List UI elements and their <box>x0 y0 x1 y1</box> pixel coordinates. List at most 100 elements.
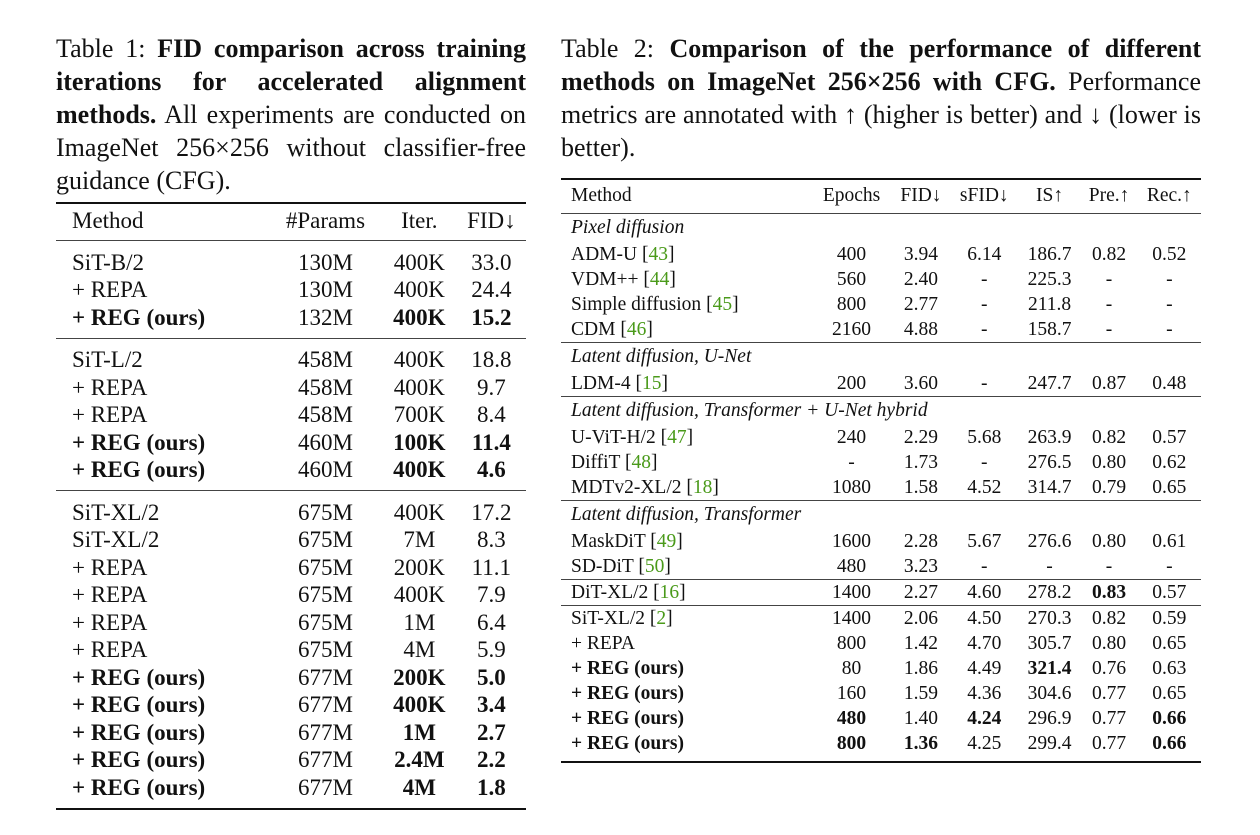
method-cell: + REPA <box>571 632 635 654</box>
params-cell: 460M <box>297 429 353 455</box>
sfid-cell: 4.25 <box>967 732 1002 754</box>
fid-cell: 3.60 <box>903 372 939 394</box>
precision-cell: - <box>1105 293 1113 315</box>
recall-cell: 0.48 <box>1152 372 1187 394</box>
epochs-cell: 560 <box>836 268 867 290</box>
fid-cell: 8.3 <box>476 527 506 553</box>
table-row: Simple diffusion [45] 800 2.77 - 211.8 - - <box>561 292 1201 317</box>
precision-cell: 0.82 <box>1091 426 1127 448</box>
sfid-cell: 4.60 <box>967 581 1002 603</box>
is-cell: 278.2 <box>1027 581 1072 603</box>
params-cell: 675M <box>297 527 353 553</box>
params-cell: 677M <box>297 719 353 745</box>
table-row: SiT-B/2 130M 400K 33.0 <box>56 240 526 277</box>
method-cell: SiT-XL/2 [2] <box>571 607 673 629</box>
table-row: + REPA 675M 200K 11.1 <box>56 554 526 582</box>
fid-cell: 18.8 <box>471 347 512 373</box>
params-cell: 677M <box>297 692 353 718</box>
fid-cell: 4.6 <box>476 457 506 483</box>
fid-cell: 2.28 <box>903 530 939 552</box>
table-row: VDM++ [44] 560 2.40 - 225.3 - - <box>561 267 1201 292</box>
table1-header-cell: Method <box>72 208 144 233</box>
fid-cell: 1.73 <box>903 451 939 473</box>
citation-link: 16 <box>659 581 680 603</box>
iter-cell: 400K <box>393 249 445 275</box>
method-cell: SiT-L/2 <box>72 347 143 373</box>
method-cell: LDM-4 [15] <box>571 372 668 394</box>
method-cell: DiT-XL/2 [16] <box>571 581 686 603</box>
table-row: + REG (ours) 677M 4M 1.8 <box>56 774 526 809</box>
table-row: DiffiT [48] - 1.73 - 276.5 0.80 0.62 <box>561 450 1201 475</box>
table-row: + REG (ours) 460M 100K 11.4 <box>56 429 526 457</box>
method-cell: + REG (ours) <box>72 692 206 718</box>
is-cell: 225.3 <box>1027 268 1072 290</box>
table-row: + REG (ours) 677M 2.4M 2.2 <box>56 747 526 775</box>
params-cell: 675M <box>297 582 353 608</box>
fid-cell: 9.7 <box>476 374 506 400</box>
epochs-cell: 1080 <box>832 476 872 498</box>
fid-cell: 1.36 <box>903 732 939 754</box>
group-header-row: Latent diffusion, U-Net <box>561 342 1201 372</box>
epochs-cell: 800 <box>836 293 867 315</box>
table-row: ADM-U [43] 400 3.94 6.14 186.7 0.82 0.52 <box>561 242 1201 267</box>
citation-link: 46 <box>626 318 647 340</box>
fid-cell: 2.77 <box>903 293 939 315</box>
table2: Method Epochs FID↓ sFID↓ IS↑ Pre.↑ Rec.↑ Pixel… <box>561 178 1201 763</box>
is-cell: 296.9 <box>1027 707 1072 729</box>
params-cell: 130M <box>297 249 353 275</box>
method-cell: SD-DiT [50] <box>571 555 671 577</box>
table-row: + REG (ours) 480 1.40 4.24 296.9 0.77 0.66 <box>561 706 1201 731</box>
is-cell: 270.3 <box>1027 607 1072 629</box>
table1-caption-rest: All experiments are conducted on ImageNe… <box>56 100 526 195</box>
params-cell: 675M <box>297 499 353 525</box>
table1-header-cell: Iter. <box>401 208 438 233</box>
method-cell: + REG (ours) <box>72 429 206 455</box>
params-cell: 460M <box>297 457 353 483</box>
epochs-cell: 160 <box>836 682 867 704</box>
precision-cell: 0.80 <box>1091 530 1127 552</box>
epochs-cell: - <box>848 451 855 473</box>
epochs-cell: 1400 <box>832 581 872 603</box>
is-cell: 263.9 <box>1027 426 1072 448</box>
recall-cell: 0.66 <box>1152 732 1187 754</box>
table2-header-cell: FID↓ <box>900 185 942 206</box>
precision-cell: 0.83 <box>1091 581 1127 603</box>
citation-link: 47 <box>667 426 687 448</box>
citation-link: 2 <box>656 607 667 629</box>
table1-header-row: Method #Params Iter. FID↓ <box>56 203 526 241</box>
method-cell: VDM++ [44] <box>571 268 676 290</box>
table-row: + REPA 675M 1M 6.4 <box>56 609 526 637</box>
is-cell: 158.7 <box>1027 318 1072 340</box>
table-row: + REPA 675M 4M 5.9 <box>56 637 526 665</box>
epochs-cell: 480 <box>836 555 867 577</box>
method-cell: + REG (ours) <box>571 682 684 704</box>
table-row: + REG (ours) 677M 200K 5.0 <box>56 664 526 692</box>
precision-cell: 0.77 <box>1091 682 1127 704</box>
table1: Method #Params Iter. FID↓ SiT-B/2 130M 400K 33… <box>56 202 526 810</box>
iter-cell: 700K <box>393 402 445 428</box>
fid-cell: 2.29 <box>903 426 939 448</box>
method-cell: + REG (ours) <box>72 304 206 330</box>
fid-cell: 2.27 <box>903 581 939 603</box>
is-cell: 304.6 <box>1027 682 1072 704</box>
group-header-row: Latent diffusion, Transformer <box>561 500 1201 530</box>
method-cell: U-ViT-H/2 [47] <box>571 426 694 448</box>
is-cell: 305.7 <box>1027 632 1072 654</box>
method-cell: + REPA <box>72 637 148 663</box>
method-cell: + REPA <box>72 582 148 608</box>
epochs-cell: 240 <box>836 426 867 448</box>
params-cell: 677M <box>297 747 353 773</box>
table-row: + REPA 458M 400K 9.7 <box>56 374 526 402</box>
fid-cell: 3.23 <box>903 555 939 577</box>
params-cell: 675M <box>297 554 353 580</box>
sfid-cell: 4.70 <box>967 632 1002 654</box>
table-row: LDM-4 [15] 200 3.60 - 247.7 0.87 0.48 <box>561 371 1201 397</box>
params-cell: 458M <box>297 374 353 400</box>
fid-cell: 8.4 <box>476 402 506 428</box>
table-row: + REG (ours) 132M 400K 15.2 <box>56 304 526 338</box>
is-cell: 321.4 <box>1027 657 1072 679</box>
iter-cell: 100K <box>393 429 446 455</box>
method-cell: + REG (ours) <box>72 747 206 773</box>
sfid-cell: - <box>981 293 988 315</box>
group-name: Latent diffusion, Transformer <box>571 504 802 525</box>
